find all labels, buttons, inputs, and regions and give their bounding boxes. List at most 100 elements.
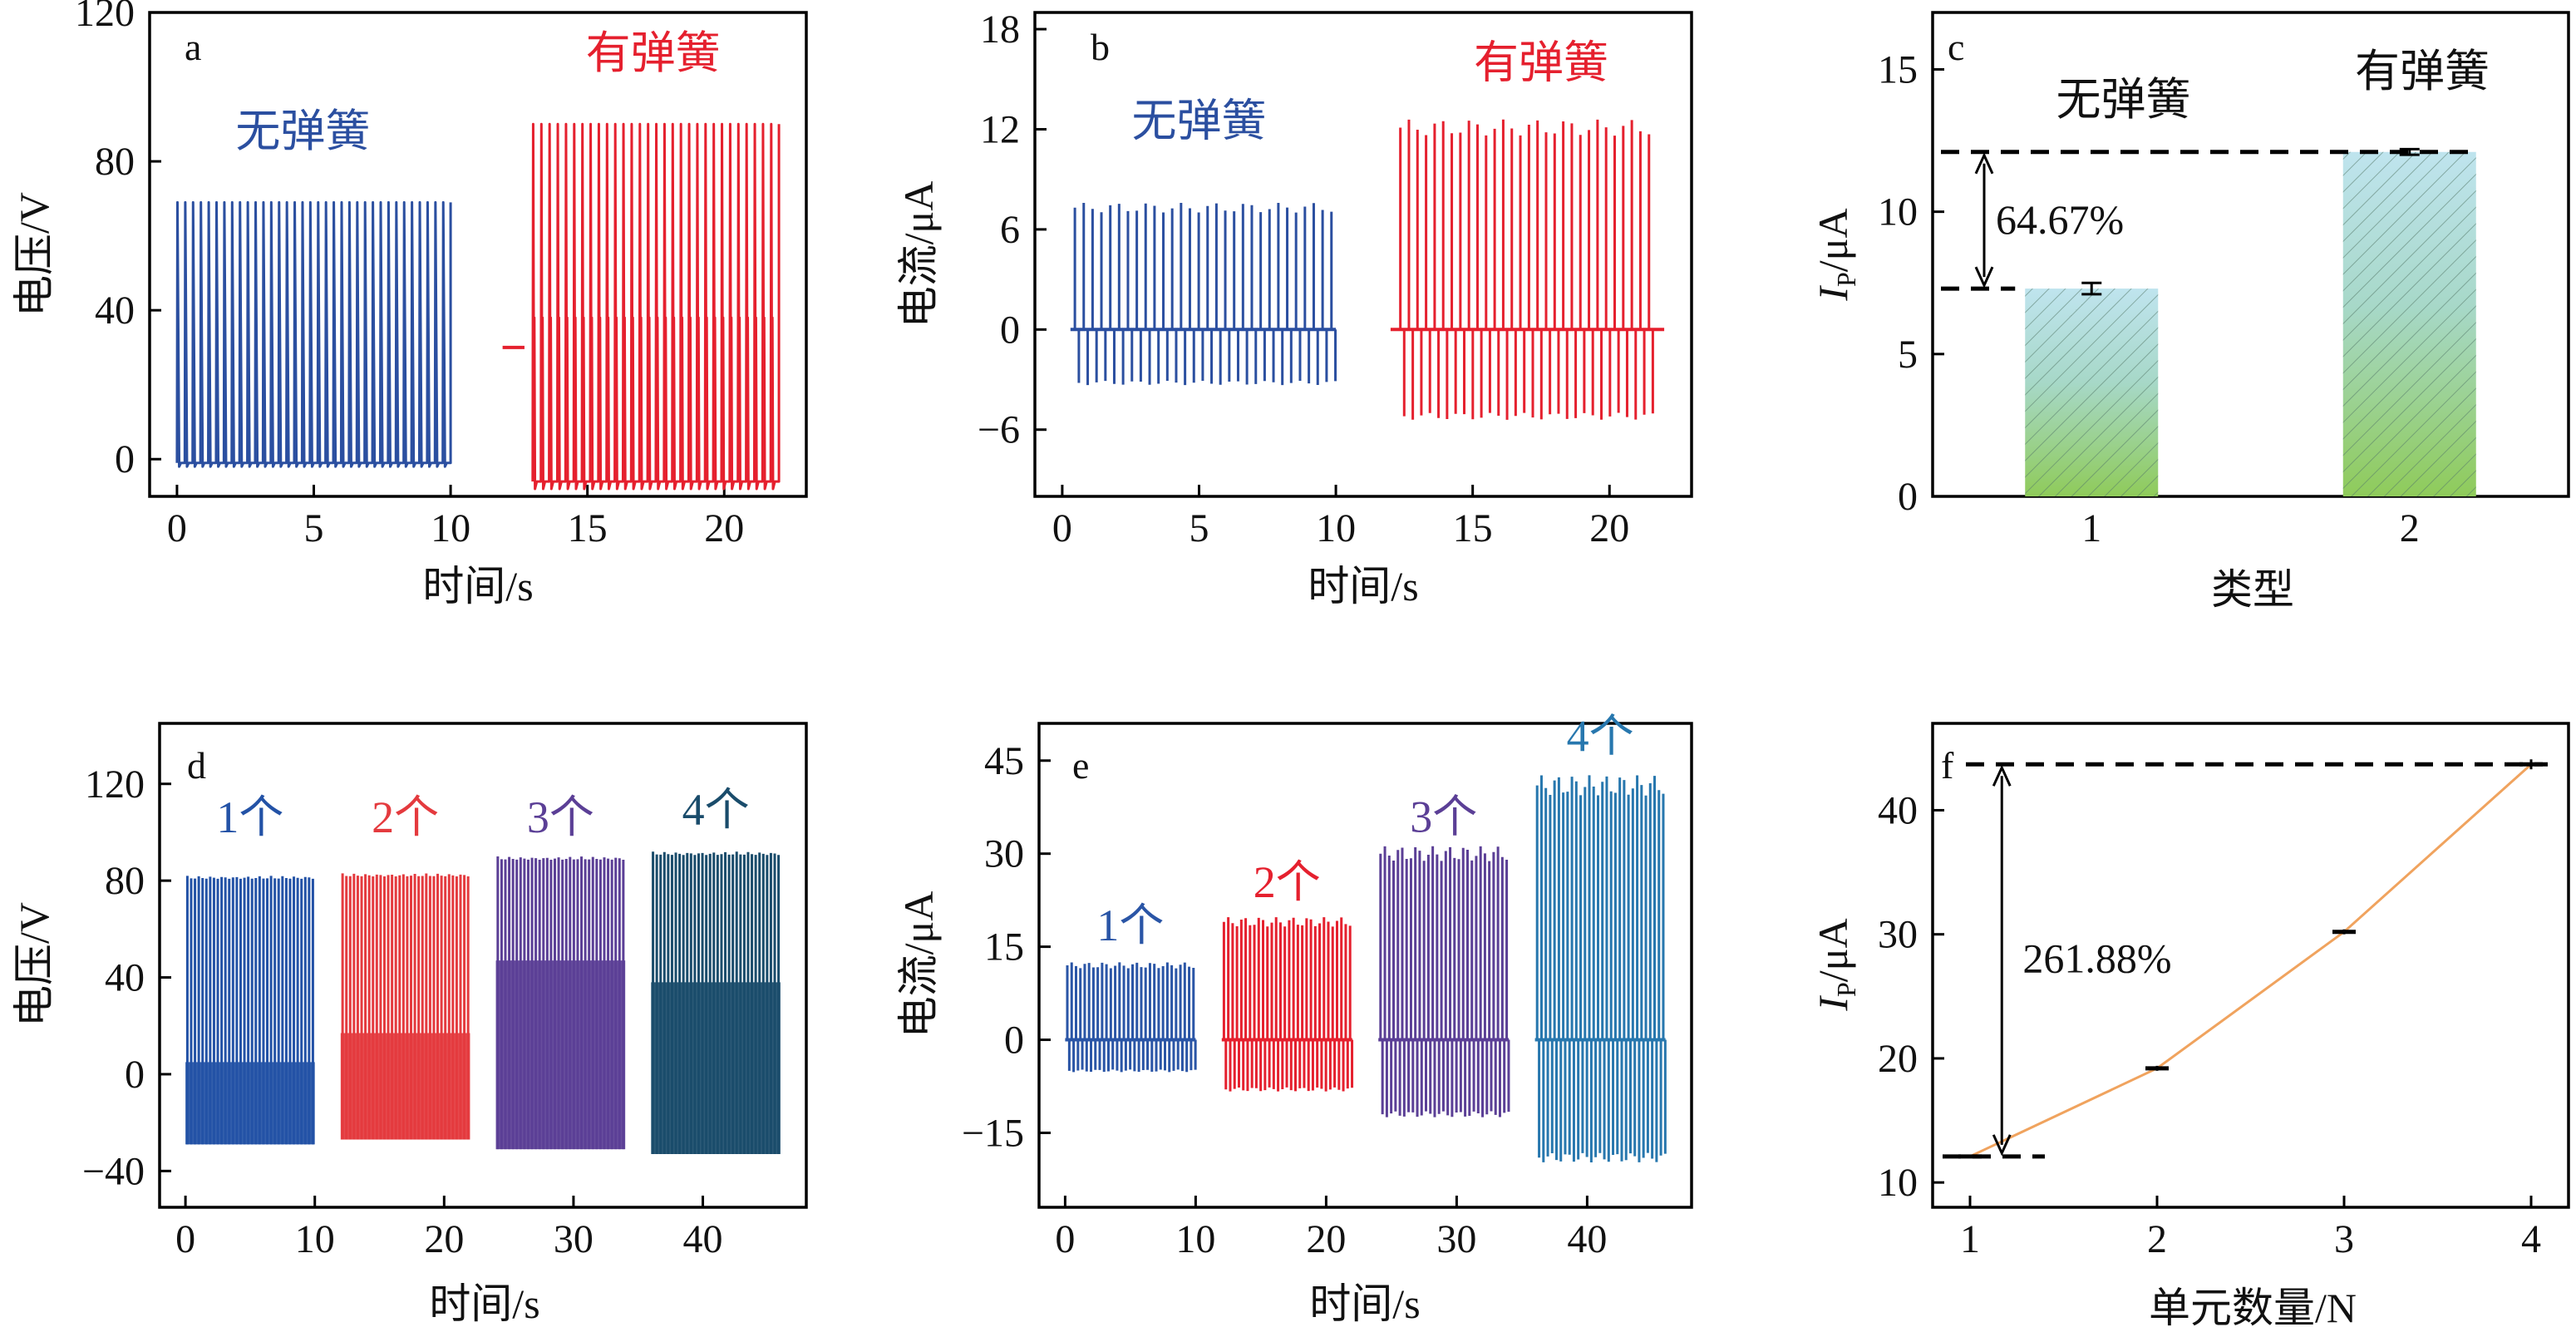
panel-c-ylabel-unit: /μA bbox=[1810, 208, 1856, 272]
panel-a: a 0 5 10 15 20 0 40 80 120 无弹簧 有弹簧 时间/s 电压/V bbox=[11, 0, 808, 609]
x-tick-label: 20 bbox=[704, 506, 744, 550]
panel-c-letter: c bbox=[1948, 26, 1964, 68]
y-tick-label: 80 bbox=[105, 859, 145, 903]
x-tick-label: 10 bbox=[1175, 1217, 1215, 1261]
y-tick-label: 15 bbox=[984, 925, 1024, 969]
bar-hatch bbox=[2025, 289, 2159, 496]
x-tick-label: 20 bbox=[424, 1217, 464, 1261]
panel-d-ylabel: 电压/V bbox=[11, 902, 57, 1027]
y-tick-label: 120 bbox=[85, 762, 145, 807]
y-tick-label: 5 bbox=[1898, 333, 1918, 377]
series-label: 3个 bbox=[1410, 792, 1477, 842]
series-label: 3个 bbox=[527, 792, 594, 842]
series-line bbox=[341, 873, 470, 1140]
x-tick-label: 15 bbox=[1453, 506, 1493, 550]
x-tick-label: 10 bbox=[1316, 506, 1356, 550]
y-tick-label: 40 bbox=[105, 956, 145, 1000]
series-line bbox=[531, 122, 781, 491]
series-line bbox=[1222, 917, 1354, 1092]
series-line bbox=[1399, 119, 1654, 420]
y-tick-label: 18 bbox=[980, 7, 1020, 52]
panel-f: f 1 2 3 4 10 20 30 40 261.88% 单元数量/N IP/μA bbox=[1810, 722, 2570, 1331]
series-band bbox=[651, 982, 781, 1154]
series-label: 1个 bbox=[216, 792, 283, 842]
panel-f-ylabel-symbol: I bbox=[1810, 995, 1856, 1012]
series-line bbox=[496, 856, 625, 1150]
y-tick-label: 0 bbox=[115, 437, 135, 481]
y-tick-label: 0 bbox=[1000, 308, 1020, 352]
series-line bbox=[175, 200, 452, 468]
panel-f-frame bbox=[1931, 722, 2570, 1209]
panel-c-frame bbox=[1931, 11, 2570, 498]
y-tick-label: 45 bbox=[984, 739, 1024, 783]
x-tick-label: 2 bbox=[2400, 506, 2420, 550]
panel-d-frame bbox=[158, 722, 808, 1209]
series-label: 2个 bbox=[372, 792, 439, 842]
panel-e-xlabel: 时间/s bbox=[1309, 1280, 1420, 1327]
panel-c-ylabel-sub: P bbox=[1831, 272, 1861, 287]
y-tick-label: 80 bbox=[95, 140, 135, 184]
x-tick-label: 20 bbox=[1306, 1217, 1346, 1261]
series-line bbox=[1066, 962, 1197, 1073]
arrow-head-down bbox=[1992, 1134, 2012, 1157]
panel-f-ylabel-sub: P bbox=[1831, 982, 1861, 997]
arrow-head-down bbox=[1974, 266, 1994, 289]
panel-a-frame bbox=[148, 11, 808, 498]
panel-a-plot: 0 5 10 15 20 0 40 80 120 无弹簧 有弹簧 bbox=[75, 0, 781, 550]
panel-e-plot: 0 10 20 30 40 −15 0 15 30 45 1个 2个 3个 4个 bbox=[962, 712, 1667, 1261]
x-tick-label: 1 bbox=[2081, 506, 2101, 550]
panel-f-ylabel-unit: /μA bbox=[1810, 918, 1856, 982]
panel-f-letter: f bbox=[1941, 744, 1954, 787]
panel-a-xlabel: 时间/s bbox=[422, 563, 533, 609]
x-tick-label: 30 bbox=[554, 1217, 594, 1261]
y-tick-label: −15 bbox=[962, 1111, 1024, 1155]
panel-d-letter: d bbox=[187, 744, 206, 787]
series-line bbox=[1535, 775, 1667, 1162]
panel-e-ylabel: 电流/μA bbox=[895, 891, 942, 1039]
y-tick-label: 20 bbox=[1878, 1037, 1918, 1081]
x-tick-label: 0 bbox=[175, 1217, 195, 1261]
x-tick-label: 40 bbox=[1567, 1217, 1607, 1261]
panel-c-xlabel: 类型 bbox=[2211, 566, 2294, 613]
y-tick-label: 30 bbox=[984, 832, 1024, 876]
fit-line bbox=[1969, 763, 2533, 1158]
y-tick-label: 15 bbox=[1878, 47, 1918, 91]
x-tick-label: 10 bbox=[295, 1217, 335, 1261]
y-tick-label: −40 bbox=[82, 1149, 145, 1193]
series-line bbox=[1073, 202, 1337, 386]
category-label: 无弹簧 bbox=[2056, 75, 2191, 125]
series-band bbox=[185, 1062, 315, 1145]
x-tick-label: 5 bbox=[1189, 506, 1209, 550]
y-tick-label: 10 bbox=[1878, 190, 1918, 234]
series-label: 有弹簧 bbox=[586, 28, 721, 78]
bar-hatch bbox=[2342, 151, 2476, 497]
y-tick-label: 40 bbox=[95, 289, 135, 333]
y-tick-label: 12 bbox=[980, 107, 1020, 151]
series-label: 4个 bbox=[682, 785, 750, 835]
category-label: 有弹簧 bbox=[2355, 47, 2490, 96]
panel-c: c 1 2 0 5 10 15 64.67% 无弹簧 有弹簧 类型 IP/μA bbox=[1810, 11, 2570, 613]
panel-b-xlabel: 时间/s bbox=[1308, 563, 1418, 609]
series-band bbox=[340, 1033, 470, 1140]
panel-f-xlabel: 单元数量/N bbox=[2149, 1285, 2357, 1331]
panel-c-ylabel: IP/μA bbox=[1810, 208, 1861, 301]
panel-b-ylabel: 电流/μA bbox=[895, 181, 942, 328]
x-tick-label: 4 bbox=[2521, 1217, 2541, 1261]
panel-f-plot: 1 2 3 4 10 20 30 40 261.88% bbox=[1878, 759, 2548, 1261]
arrow-head-up bbox=[1974, 152, 1994, 175]
panel-e-frame bbox=[1037, 722, 1693, 1209]
x-tick-label: 15 bbox=[568, 506, 608, 550]
panel-e: e 0 10 20 30 40 −15 0 15 30 45 1个 2个 3个 4个 时间/s 电流/μA bbox=[895, 712, 1693, 1327]
arrow-head-up bbox=[1992, 764, 2012, 787]
series-label: 2个 bbox=[1254, 857, 1321, 907]
y-tick-label: 10 bbox=[1878, 1161, 1918, 1205]
panel-b-frame bbox=[1033, 11, 1693, 498]
series-label: 1个 bbox=[1096, 900, 1164, 950]
series-label: 无弹簧 bbox=[235, 106, 370, 156]
panel-b: b 0 5 10 15 20 −6 0 6 12 18 无弹簧 有弹簧 时间/s 电流/μA bbox=[895, 7, 1693, 609]
panel-b-letter: b bbox=[1091, 26, 1110, 68]
series-line bbox=[1379, 846, 1510, 1117]
panel-d-xlabel: 时间/s bbox=[429, 1280, 539, 1327]
y-tick-label: 40 bbox=[1878, 788, 1918, 832]
